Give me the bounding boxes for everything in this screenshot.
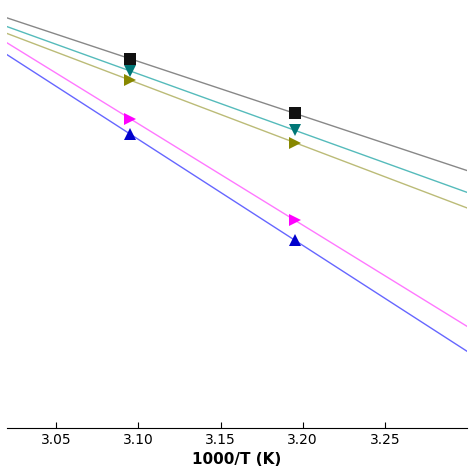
X-axis label: 1000/T (K): 1000/T (K) — [192, 452, 282, 467]
